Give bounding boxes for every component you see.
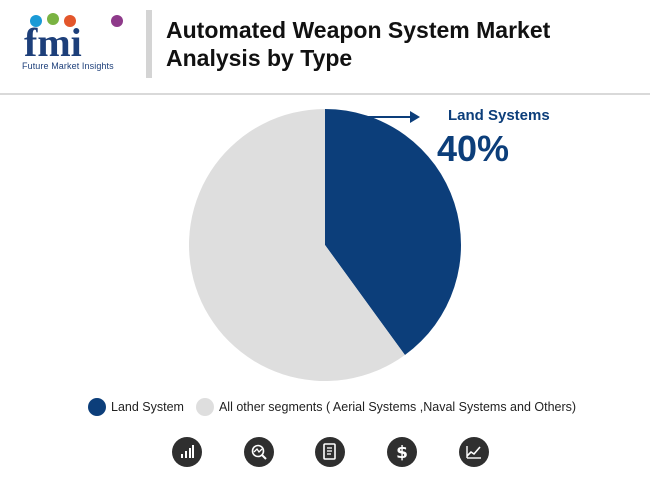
logo-text: fmi	[24, 20, 82, 65]
logo-caption: Future Market Insights	[22, 61, 114, 71]
legend-swatch-other	[195, 398, 214, 416]
header: fmi Future Market Insights Automated Wea…	[0, 0, 650, 92]
pie-slice-all-other-segments	[188, 109, 405, 381]
pie-chart	[188, 109, 461, 381]
legend-label-land: Land System	[111, 400, 184, 414]
bar-chart-icon	[172, 437, 202, 467]
svg-text:$: $	[396, 443, 408, 462]
legend-label-other: All other segments ( Aerial Systems ,Nav…	[218, 400, 577, 414]
trend-chart-icon	[459, 437, 489, 467]
header-divider	[0, 93, 650, 95]
callout-value: 40%	[437, 128, 510, 169]
title-line-2: Analysis by Type	[166, 45, 353, 71]
legend-swatch-land	[88, 398, 106, 416]
pie-slice-land-system	[325, 109, 461, 356]
fmi-logo: fmi	[24, 13, 123, 65]
footer-icons: $	[172, 437, 492, 467]
page-title: Automated Weapon System Market Analysis …	[166, 16, 636, 72]
dollar-icon: $	[387, 437, 417, 467]
document-icon	[315, 437, 345, 467]
title-line-1: Automated Weapon System Market	[166, 17, 551, 43]
magnifier-chart-icon	[244, 437, 274, 467]
callout-arrow-head	[410, 111, 420, 123]
callout-label: Land Systems	[448, 107, 550, 124]
legend: Land System All other segments ( Aerial …	[88, 397, 588, 417]
title-accent-bar	[146, 10, 152, 78]
legend-item-other: All other segments ( Aerial Systems ,Nav…	[195, 398, 577, 416]
legend-item-land: Land System	[88, 398, 184, 416]
